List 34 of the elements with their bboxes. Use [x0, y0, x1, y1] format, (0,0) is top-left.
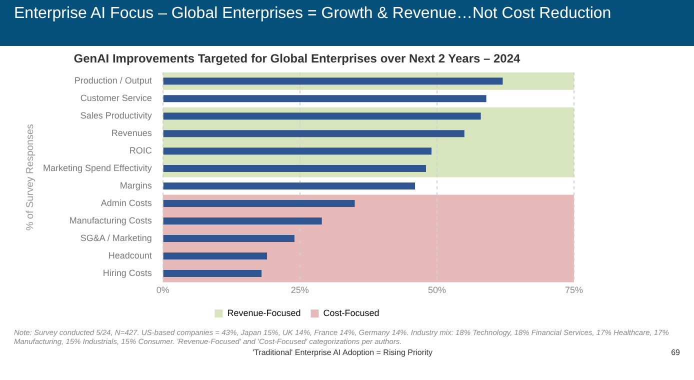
legend-label: Cost-Focused	[323, 308, 380, 318]
y-tick-label: Admin Costs	[100, 198, 152, 208]
bar	[163, 234, 294, 242]
chart-title: Enterprise AI Focus – Global Enterprises = Growth & Revenue…Not Cost Reduction	[0, 0, 694, 46]
x-tick-label: 50%	[428, 285, 446, 296]
legend-label: Revenue-Focused	[227, 308, 301, 318]
bar	[163, 270, 262, 277]
y-tick-label: Headcount	[108, 250, 152, 260]
y-tick-label: Sales Productivity	[80, 110, 152, 121]
bar	[163, 182, 416, 190]
y-tick-label: Marketing Spend Effectivity	[42, 163, 152, 174]
y-tick-label: Manufacturing Costs	[69, 215, 152, 226]
y-axis-title: % of Survey Responses	[24, 124, 36, 231]
x-tick-label: 0%	[156, 285, 170, 296]
bar	[163, 112, 481, 120]
bar	[163, 200, 355, 208]
text: 69	[671, 348, 680, 357]
text: 'Traditional' Enterprise AI Adoption = Rising Priority	[252, 348, 433, 357]
bar	[163, 252, 268, 260]
chart-subtitle: GenAI Improvements Targeted for Global Enterprises over Next 2 Years – 2024	[74, 52, 521, 66]
y-tick-label: Hiring Costs	[102, 268, 152, 278]
y-tick-label: Margins	[120, 180, 152, 191]
bar	[163, 165, 426, 172]
x-tick-label: 75%	[564, 285, 584, 296]
x-tick-label: 25%	[290, 285, 309, 296]
y-tick-label: Revenues	[111, 128, 152, 138]
y-tick-label: ROIC	[129, 146, 152, 156]
bar	[163, 218, 322, 225]
bar	[163, 148, 432, 155]
y-tick-label: Customer Service	[80, 93, 152, 104]
bar	[163, 95, 486, 102]
bar	[163, 130, 464, 138]
y-tick-label: SG&A / Marketing	[80, 232, 152, 243]
y-tick-label: Production / Output	[74, 76, 152, 86]
